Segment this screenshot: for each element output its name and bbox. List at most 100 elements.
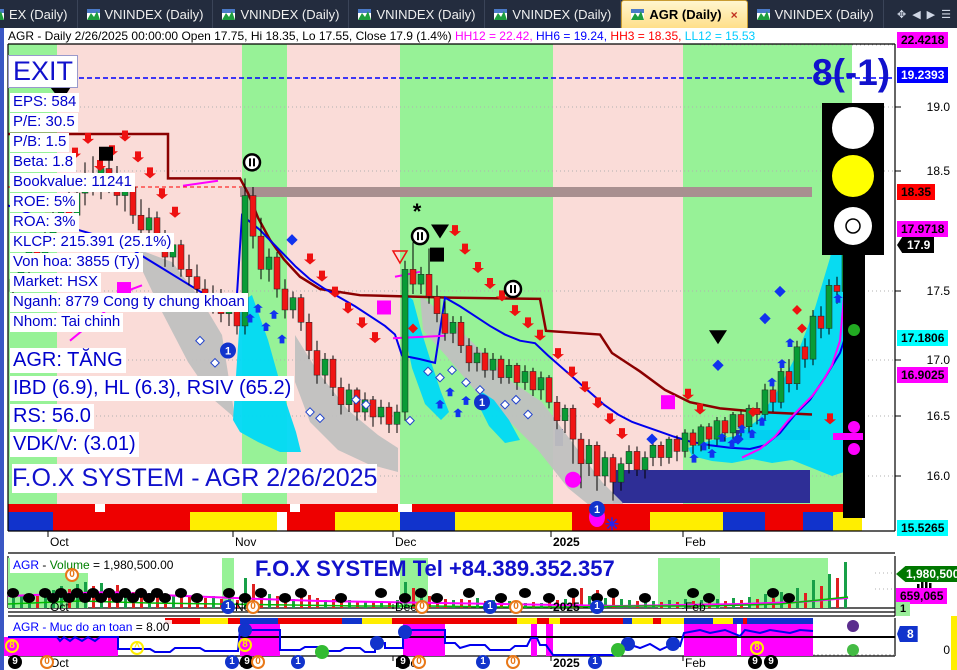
open-diamond-icon [195, 335, 205, 346]
buy-arrow-icon [277, 334, 287, 344]
sell-arrow-icon [552, 348, 564, 360]
candle-body [329, 358, 337, 388]
tab-agr-daily-[interactable]: AGR (Daily) × [621, 0, 748, 28]
volume-bar [812, 580, 815, 608]
candle-body [441, 313, 449, 334]
candle-body [465, 345, 473, 364]
buy-arrow-icon [747, 429, 757, 439]
candle-body [129, 186, 137, 216]
tab-vnindex-daily-[interactable]: VNINDEX (Daily) [349, 0, 486, 28]
candle-body [401, 269, 409, 413]
volume-bar [764, 594, 767, 608]
candle-body [217, 293, 225, 314]
mini-histogram-icon [929, 583, 932, 590]
volume-bar [380, 601, 383, 608]
volume-dot-icon [23, 593, 35, 603]
candle-body [665, 438, 673, 458]
tab-label: VNINDEX (Daily) [104, 6, 204, 22]
next-tab-icon[interactable]: ▶ [926, 8, 936, 21]
traffic-light-lamp [832, 155, 874, 197]
candle-body [801, 346, 809, 360]
volume-bar [140, 588, 143, 608]
tab-vnindex-daily-[interactable]: VNINDEX (Daily) [485, 0, 622, 28]
safety-green-dot [611, 643, 625, 657]
candle-body [537, 377, 545, 391]
mini-histogram-icon [925, 578, 928, 590]
candle-body [369, 399, 377, 418]
prev-tab-icon[interactable]: ◀ [912, 8, 921, 21]
candle-body [737, 414, 745, 428]
candle-body [809, 315, 817, 360]
open-triangle-icon [391, 250, 409, 265]
candle-body [617, 463, 625, 483]
tab-vnindex-daily-[interactable]: VNINDEX (Daily) [78, 0, 214, 28]
signal-ribbon-2 [190, 512, 277, 531]
sell-arrow-icon [472, 262, 484, 274]
signal-ribbon-2 [8, 512, 53, 531]
candle-body [601, 457, 609, 477]
volume-bar [244, 578, 247, 608]
buy-arrow-icon [717, 432, 727, 442]
tab-menu-icon[interactable]: ☰ [941, 8, 951, 21]
safety-ribbon [549, 618, 560, 624]
mini-histogram-icon [921, 581, 924, 590]
volume-bar [836, 578, 839, 608]
sell-arrow-icon [509, 305, 521, 317]
signal-ribbon-2 [803, 512, 833, 531]
candle-body [681, 432, 689, 452]
candle-body [545, 377, 553, 403]
trend-band [57, 44, 242, 531]
volume-bar [732, 598, 735, 608]
resistance-bar [240, 187, 812, 197]
candle-body [33, 248, 41, 258]
candle-body [481, 352, 489, 371]
volume-bar [604, 598, 607, 608]
candle-body [425, 274, 433, 297]
candle-body [57, 202, 65, 221]
sell-arrow-icon [459, 243, 471, 255]
accumulation-box [613, 470, 810, 503]
buy-arrow-icon [269, 309, 279, 319]
magenta-square-icon [661, 395, 675, 410]
candle-body [209, 293, 217, 302]
volume-bar [564, 599, 567, 608]
candle-body [377, 406, 385, 418]
volume-bar [204, 598, 207, 608]
tab-vnindex-daily-[interactable]: VNINDEX (Daily) [213, 0, 350, 28]
candle-body [393, 411, 401, 425]
sell-arrow-icon [316, 270, 328, 282]
volume-bar [316, 598, 319, 608]
safety-ribbon [200, 618, 228, 624]
volume-bar [524, 603, 527, 608]
chart-title-segment: HH12 = 22.42, [454, 29, 537, 43]
safety-ribbon [517, 618, 537, 624]
sell-arrow-icon [329, 286, 341, 298]
open-diamond-icon [475, 384, 485, 395]
close-tab-icon[interactable]: × [730, 7, 738, 22]
volume-dot-icon [223, 588, 235, 598]
volume-dot-icon [767, 588, 779, 598]
volume-bar [188, 597, 191, 608]
tab-vnindex-daily-[interactable]: VNINDEX (Daily) [748, 0, 884, 28]
safety-ribbon [362, 618, 392, 624]
safety-ribbon [653, 618, 661, 624]
volume-dot-icon [495, 593, 507, 603]
volume-dot-icon [783, 593, 795, 603]
open-diamond-icon [461, 377, 471, 388]
candle-body [185, 269, 193, 277]
circle-1-icon [474, 394, 490, 411]
buy-arrow-icon [689, 453, 699, 463]
tab-ex-daily-[interactable]: EX (Daily) [0, 0, 78, 28]
volume-dot-icon [191, 593, 203, 603]
safety-blue-dot [238, 623, 252, 637]
sell-arrow-icon [484, 278, 496, 290]
move-icon[interactable]: ✥ [896, 8, 907, 21]
sell-arrow-icon [132, 151, 144, 163]
sell-arrow-icon [156, 188, 168, 200]
volume-bar [12, 598, 15, 608]
candle-body [89, 174, 97, 188]
volume-bar [276, 596, 279, 608]
candle-body [193, 276, 201, 290]
volume-bar [268, 594, 271, 608]
